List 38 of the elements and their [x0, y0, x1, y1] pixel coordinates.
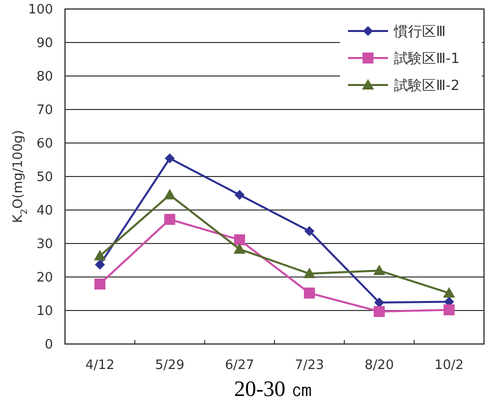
- x-axis-title: 20-30 ㎝: [234, 376, 313, 401]
- y-tick-label: 50: [36, 170, 53, 185]
- point: [164, 153, 175, 164]
- x-tick-label: 10/2: [434, 358, 464, 373]
- x-tick-label: 5/29: [155, 358, 184, 373]
- point: [164, 214, 176, 225]
- x-tick-label: 7/23: [294, 358, 324, 373]
- x-tick-label: 8/20: [364, 358, 394, 373]
- y-tick-label: 0: [44, 338, 53, 352]
- x-tick-label: 4/12: [85, 358, 115, 373]
- point: [94, 260, 105, 270]
- y-tick-label: 70: [36, 103, 53, 118]
- point: [234, 234, 246, 246]
- point: [304, 288, 315, 299]
- x-tick-label: 6/27: [224, 358, 254, 373]
- point: [374, 306, 385, 318]
- point: [303, 268, 316, 278]
- y-tick-label: 80: [36, 70, 53, 84]
- y-tick-label: 40: [36, 204, 53, 218]
- legend-label: 試験区Ⅲ-1: [394, 51, 460, 67]
- y-tick-label: 90: [36, 36, 53, 51]
- point: [444, 304, 455, 316]
- point: [94, 278, 106, 290]
- legend-label: 試験区Ⅲ-2: [394, 78, 460, 94]
- point: [94, 250, 106, 260]
- point: [164, 188, 176, 200]
- point: [443, 287, 456, 298]
- point: [373, 264, 386, 276]
- point: [374, 297, 384, 308]
- y-tick-label: 20: [36, 270, 53, 286]
- y-tick-label: 60: [36, 136, 53, 152]
- legend-label: 慣行区Ⅲ: [393, 24, 446, 40]
- point: [304, 226, 314, 236]
- y-tick-label: 30: [36, 237, 53, 252]
- y-tick-label: 10: [36, 304, 53, 319]
- point: [234, 243, 246, 254]
- point: [234, 190, 245, 200]
- y-tick-label: 100: [28, 2, 53, 18]
